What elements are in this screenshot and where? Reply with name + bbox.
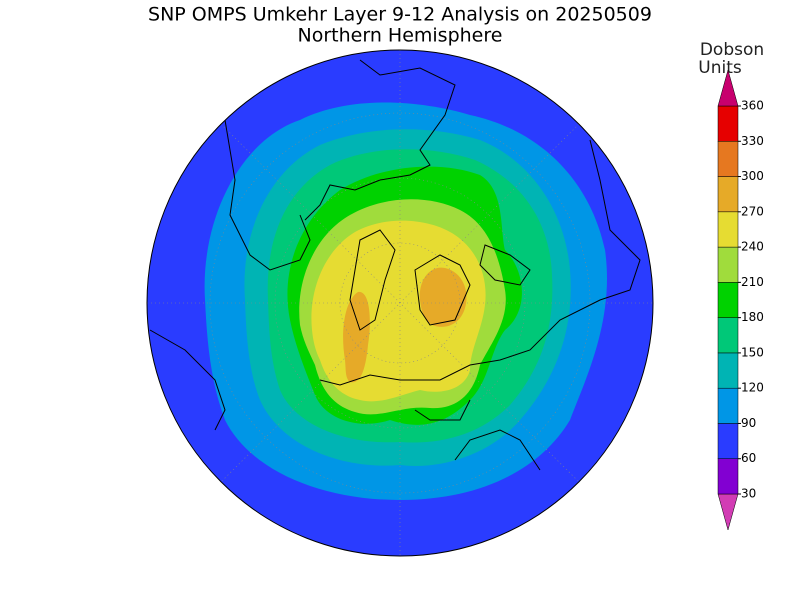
colorbar-tick-label: 120 [741, 381, 764, 395]
colorbar-band [717, 387, 739, 424]
colorbar-tick-label: 180 [741, 310, 764, 324]
colorbar-tick-label: 30 [741, 487, 756, 501]
title: SNP OMPS Umkehr Layer 9-12 Analysis on 2… [148, 4, 652, 26]
colorbar-tick-label: 270 [741, 204, 764, 218]
map-border [146, 49, 654, 557]
colorbar-tip [717, 69, 739, 107]
colorbar-tip [717, 493, 739, 531]
colorbar-tick-label: 300 [741, 169, 764, 183]
colorbar-band [717, 176, 739, 213]
colorbar-band [717, 317, 739, 354]
colorbar-tick-label: 210 [741, 275, 764, 289]
colorbar-tick-label: 360 [741, 99, 764, 113]
colorbar-tick-label: 240 [741, 240, 764, 254]
colorbar-band [717, 423, 739, 459]
colorbar-band [717, 141, 739, 177]
colorbar-label: Dobson [700, 40, 764, 60]
colorbar-band [717, 352, 739, 389]
subtitle: Northern Hemisphere [298, 25, 503, 47]
polar-map [146, 49, 654, 557]
colorbar: Dobson Units 30 60 90 120 150 180 210 240 270 300… [698, 40, 764, 531]
graticule [147, 50, 653, 556]
colorbar-band [717, 211, 739, 248]
contour-fill [419, 267, 467, 327]
colorbar-band [717, 458, 739, 495]
colorbar-band [717, 105, 739, 142]
colorbar-tick-label: 150 [741, 345, 764, 359]
contour-fill [343, 291, 370, 383]
colorbar-band [717, 246, 739, 283]
colorbar-band [717, 282, 739, 318]
colorbar-tick-label: 330 [741, 134, 764, 148]
colorbar-tick-label: 60 [741, 451, 756, 465]
colorbar-tick-label: 90 [741, 416, 756, 430]
coastlines [149, 59, 641, 471]
colorbar-label: Units [698, 58, 742, 78]
